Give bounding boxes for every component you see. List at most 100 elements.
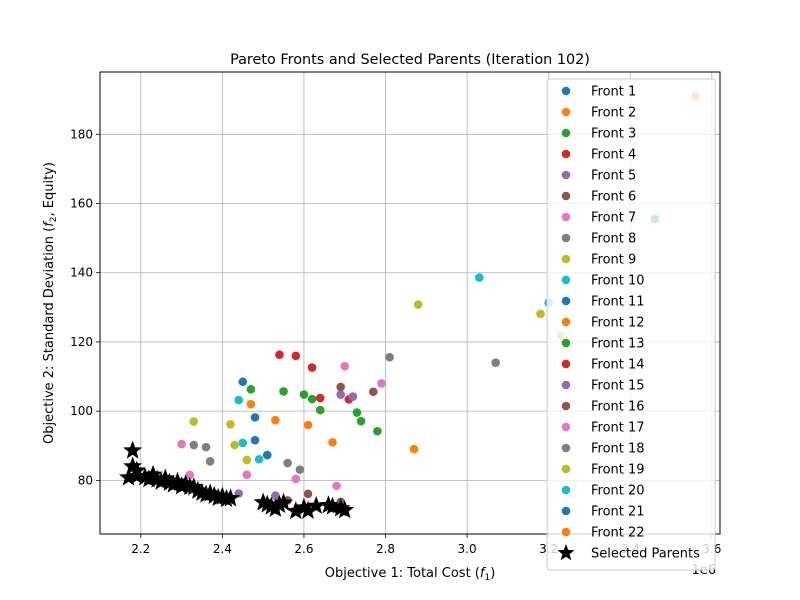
data-point (262, 450, 272, 460)
chart-title: Pareto Fronts and Selected Parents (Iter… (230, 52, 590, 68)
data-point (238, 438, 248, 448)
y-tick-label: 100 (70, 404, 93, 418)
legend-entry: Front 9 (561, 253, 636, 268)
legend-marker (561, 296, 571, 306)
legend-entry: Front 20 (561, 484, 645, 499)
data-point (336, 390, 345, 399)
data-point (385, 352, 394, 362)
legend-marker (561, 128, 571, 138)
legend-entry: Front 11 (561, 295, 645, 310)
selected-parent-star (167, 471, 188, 490)
legend-label: Front 9 (591, 253, 636, 268)
legend-entry: Front 2 (561, 106, 636, 121)
series-front-4 (275, 350, 354, 404)
x-tick-label: 2.2 (131, 542, 150, 556)
data-point (189, 440, 199, 450)
legend-marker (561, 464, 571, 474)
legend-marker (561, 275, 571, 285)
data-point (356, 416, 366, 426)
data-point (185, 470, 195, 480)
data-point (271, 491, 280, 500)
series-front-6 (336, 382, 378, 397)
data-point (201, 442, 211, 452)
legend-label: Front 15 (591, 379, 645, 394)
legend-marker (561, 86, 571, 96)
data-point (250, 435, 260, 445)
data-point (413, 300, 423, 309)
legend-box (546, 78, 716, 571)
selected-parent-star (335, 500, 355, 519)
data-point (291, 474, 301, 484)
data-point (332, 481, 341, 491)
data-point (368, 387, 378, 397)
legend-label: Front 19 (591, 463, 645, 478)
data-point (271, 415, 280, 425)
selected-parent-star (221, 488, 241, 507)
legend-marker (561, 107, 571, 117)
data-point (315, 393, 325, 403)
legend-label: Front 13 (591, 337, 645, 352)
data-point (491, 358, 500, 367)
legend-marker (561, 338, 571, 348)
data-point (475, 273, 484, 282)
data-point (295, 465, 305, 474)
x-tick-label: 3.0 (458, 542, 477, 556)
legend-label: Front 4 (591, 148, 636, 163)
selected-parent-star (274, 492, 294, 511)
data-point (315, 405, 325, 415)
legend-entry: Front 22 (561, 526, 645, 541)
selected-parent-star (184, 477, 204, 496)
legend-star-marker (557, 544, 575, 561)
legend-entry: Front 16 (561, 400, 645, 415)
legend-entry: Front 3 (561, 127, 636, 142)
series-front-18 (283, 458, 305, 474)
data-point (283, 458, 292, 468)
legend-label: Front 7 (591, 211, 636, 226)
legend-label: Front 6 (591, 190, 636, 205)
legend-marker (561, 443, 571, 453)
data-point (307, 363, 317, 372)
data-point (242, 455, 252, 465)
series-front-5 (336, 390, 358, 401)
data-point (230, 440, 239, 450)
legend-entry: Front 7 (561, 211, 636, 226)
data-point (299, 390, 309, 399)
legend-entry: Front 4 (561, 148, 636, 163)
legend-marker (561, 506, 571, 516)
selected-parent-star (306, 495, 326, 515)
legend-entry: Front 18 (561, 442, 645, 457)
legend-marker (561, 317, 571, 327)
legend-label: Selected Parents (591, 547, 700, 562)
legend-label: Front 14 (591, 358, 645, 373)
legend-marker (561, 149, 571, 159)
selected-parent-star (200, 483, 220, 502)
data-point (373, 426, 382, 436)
data-point (340, 361, 350, 371)
series-front-1 (238, 377, 272, 460)
data-point (189, 417, 199, 426)
legend-entry: Front 15 (561, 379, 645, 394)
x-tick-label: 2.8 (376, 542, 395, 556)
data-point (303, 489, 313, 499)
data-point (275, 350, 284, 360)
data-point (246, 399, 256, 409)
legend-label: Front 18 (591, 442, 645, 457)
legend: Front 1 Front 2 Front 3 Front 4 Front 5 Front… (546, 78, 716, 571)
data-point (242, 470, 252, 480)
selected-parent-star (286, 501, 306, 520)
data-point (226, 419, 235, 429)
selected-parent-star (123, 440, 143, 459)
legend-label: Front 10 (591, 274, 645, 289)
data-point (205, 457, 215, 466)
legend-label: Front 11 (591, 295, 645, 310)
legend-marker (561, 527, 571, 537)
series-front-8 (189, 352, 500, 466)
legend-label: Front 3 (591, 127, 636, 142)
legend-label: Front 12 (591, 316, 645, 331)
selected-parent-star (298, 500, 318, 519)
data-point (352, 408, 362, 417)
data-point (377, 379, 386, 388)
legend-entry: Front 12 (561, 316, 645, 331)
data-point (254, 454, 264, 464)
data-point (348, 392, 358, 401)
